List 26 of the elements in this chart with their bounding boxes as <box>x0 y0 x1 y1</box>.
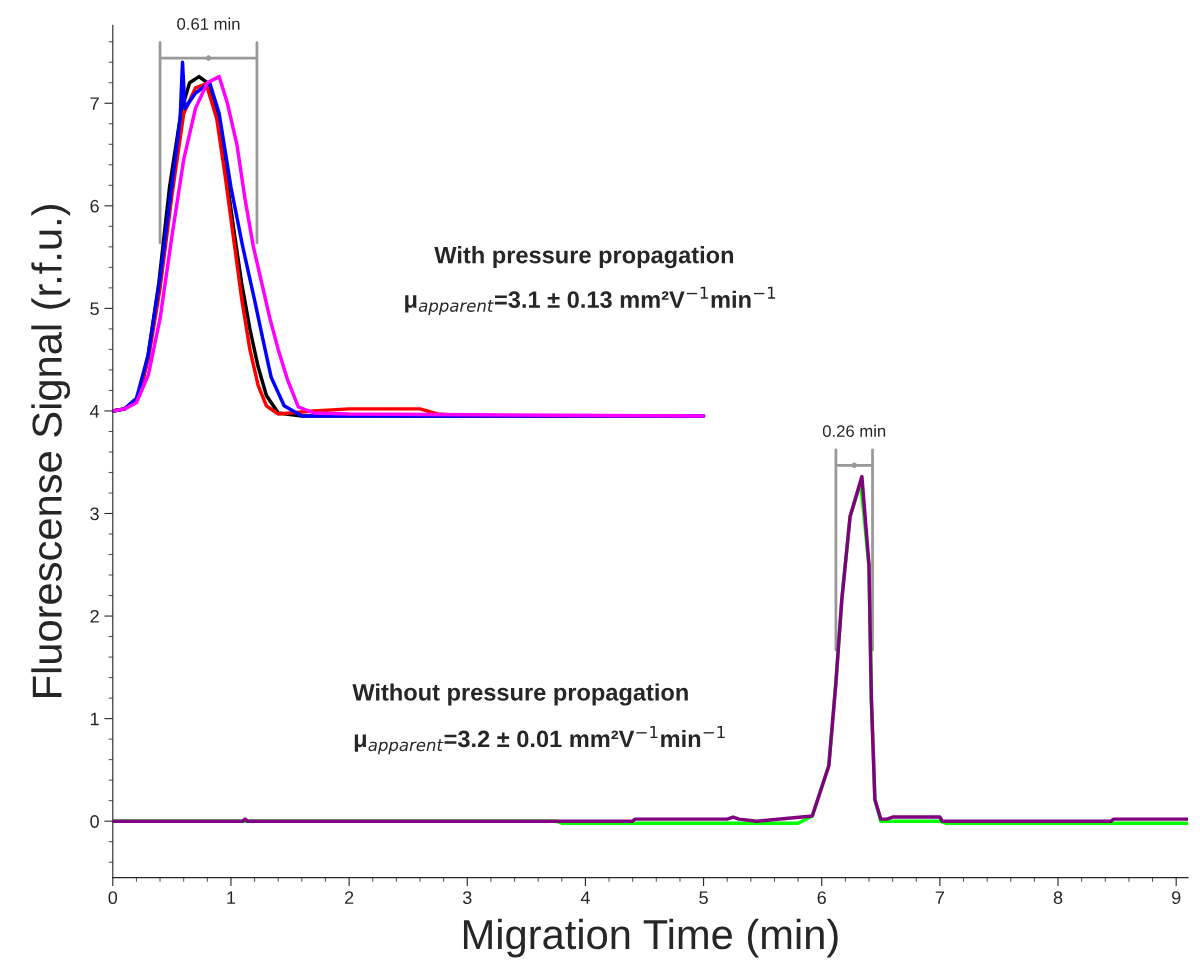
x-axis-title: Migration Time (min) <box>463 918 838 958</box>
x-tick-label: 0 <box>108 891 118 905</box>
y-tick-label: 4 <box>89 405 100 418</box>
y-tick-label: 0 <box>90 815 99 828</box>
x-tick-label: 5 <box>699 891 708 905</box>
y-tick-label: 5 <box>90 302 99 316</box>
x-tick-label: 9 <box>1172 891 1181 905</box>
x-tick-label: 6 <box>817 891 826 905</box>
annotation: 0.26 min <box>822 424 886 437</box>
annotation: Without pressure propagation <box>352 683 688 706</box>
y-tick-label: 1 <box>90 712 99 726</box>
x-tick-label: 7 <box>935 891 944 904</box>
y-tick-label: 3 <box>90 507 99 521</box>
annotation: With pressure propagation <box>434 246 734 269</box>
y-tick-label: 7 <box>90 97 99 110</box>
x-tick-label: 3 <box>462 891 472 905</box>
annotation: μ$_{apparent}$=3.2 ± 0.01 mm²V$^{−1}$min$^{−1}$ <box>354 725 725 755</box>
annotation: μ$_{apparent}$=3.1 ± 0.13 mm²V$^{−1}$min$^{−1}$ <box>405 286 776 316</box>
x-tick-label: 2 <box>345 891 354 904</box>
y-axis-title: Fluorescense Signal (r.f.u.) <box>31 205 71 697</box>
x-tick-label: 4 <box>580 891 590 904</box>
y-tick-label: 6 <box>90 199 99 213</box>
x-tick-label: 1 <box>227 891 236 904</box>
y-tick-label: 2 <box>90 609 99 623</box>
x-tick-label: 8 <box>1053 891 1063 905</box>
annotation: 0.61 min <box>177 17 240 30</box>
